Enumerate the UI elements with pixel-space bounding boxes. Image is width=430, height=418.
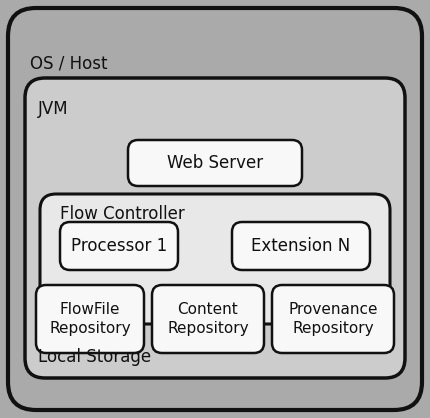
FancyBboxPatch shape <box>8 8 422 410</box>
FancyBboxPatch shape <box>40 194 390 324</box>
Text: OS / Host: OS / Host <box>30 55 108 73</box>
FancyBboxPatch shape <box>272 285 394 353</box>
FancyBboxPatch shape <box>232 222 370 270</box>
Text: Provenance
Repository: Provenance Repository <box>288 302 378 336</box>
FancyBboxPatch shape <box>36 285 144 353</box>
FancyBboxPatch shape <box>128 140 302 186</box>
Text: Content
Repository: Content Repository <box>167 302 249 336</box>
Text: Web Server: Web Server <box>167 154 263 172</box>
FancyBboxPatch shape <box>60 222 178 270</box>
FancyBboxPatch shape <box>152 285 264 353</box>
Text: Local Storage: Local Storage <box>38 348 151 366</box>
Text: Extension N: Extension N <box>252 237 350 255</box>
Text: JVM: JVM <box>38 100 69 118</box>
Text: FlowFile
Repository: FlowFile Repository <box>49 302 131 336</box>
Text: Processor 1: Processor 1 <box>71 237 167 255</box>
FancyBboxPatch shape <box>25 78 405 378</box>
Text: Flow Controller: Flow Controller <box>60 205 185 223</box>
